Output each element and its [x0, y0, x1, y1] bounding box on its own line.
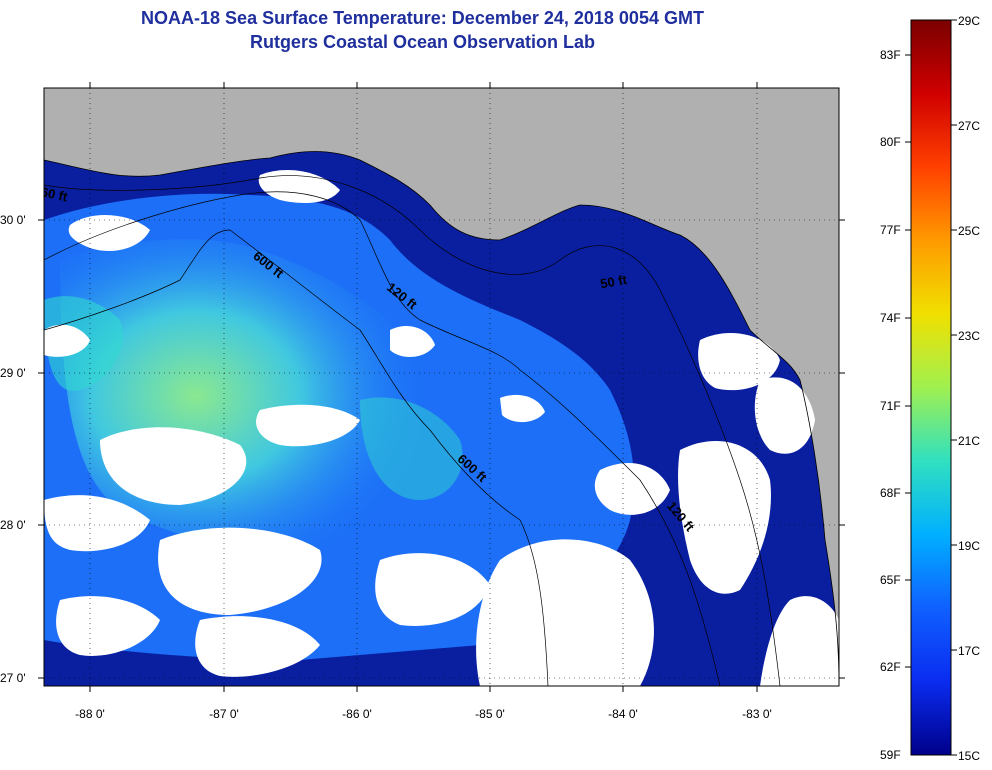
title-line-1: NOAA-18 Sea Surface Temperature: Decembe… — [141, 8, 704, 28]
f-label: 59F — [880, 748, 901, 762]
colorbar-gradient — [910, 19, 952, 756]
c-label: 19C — [958, 539, 980, 553]
f-label: 80F — [880, 135, 901, 149]
lon-label: -87 0' — [209, 707, 239, 721]
f-label: 77F — [880, 223, 901, 237]
lon-label: -84 0' — [608, 707, 638, 721]
contour-label-60ft: 60 ft — [40, 184, 70, 204]
c-label: 15C — [958, 749, 980, 763]
map-frame — [43, 87, 840, 687]
depth-contours — [44, 175, 781, 686]
lat-label: 28 0' — [0, 518, 26, 532]
f-label: 74F — [880, 311, 901, 325]
f-label: 62F — [880, 660, 901, 674]
map-area: 60 ft 600 ft 120 ft 50 ft 600 ft 120 ft — [40, 88, 839, 686]
lon-label: -83 0' — [742, 707, 772, 721]
contour-label-50ft: 50 ft — [599, 272, 629, 292]
fahrenheit-labels: 83F 80F 77F 74F 71F 68F 65F 62F 59F — [880, 48, 901, 762]
c-label: 25C — [958, 224, 980, 238]
c-label: 17C — [958, 644, 980, 658]
cyan-patch — [360, 397, 463, 500]
c-label: 27C — [958, 119, 980, 133]
colorbar: 83F 80F 77F 74F 71F 68F 65F 62F 59F 29C … — [880, 14, 980, 763]
lon-label: -86 0' — [342, 707, 372, 721]
lon-label: -85 0' — [475, 707, 505, 721]
lat-labels: 30 0' 29 0' 28 0' 27 0' — [0, 213, 26, 685]
lon-label: -88 0' — [75, 707, 105, 721]
f-label: 65F — [880, 573, 901, 587]
c-label: 29C — [958, 14, 980, 28]
lon-labels: -88 0' -87 0' -86 0' -85 0' -84 0' -83 0… — [75, 707, 772, 721]
f-label: 68F — [880, 486, 901, 500]
celsius-labels: 29C 27C 25C 23C 21C 19C 17C 15C — [958, 14, 980, 763]
axis-ticks — [38, 82, 845, 692]
lat-label: 27 0' — [0, 671, 26, 685]
c-label: 21C — [958, 434, 980, 448]
f-label: 71F — [880, 399, 901, 413]
lat-label: 29 0' — [0, 366, 26, 380]
title-line-2: Rutgers Coastal Ocean Observation Lab — [249, 32, 596, 52]
c-label: 23C — [958, 329, 980, 343]
lat-label: 30 0' — [0, 213, 26, 227]
cloud-mask — [44, 170, 839, 686]
f-label: 83F — [880, 48, 901, 62]
coastline — [44, 151, 839, 686]
